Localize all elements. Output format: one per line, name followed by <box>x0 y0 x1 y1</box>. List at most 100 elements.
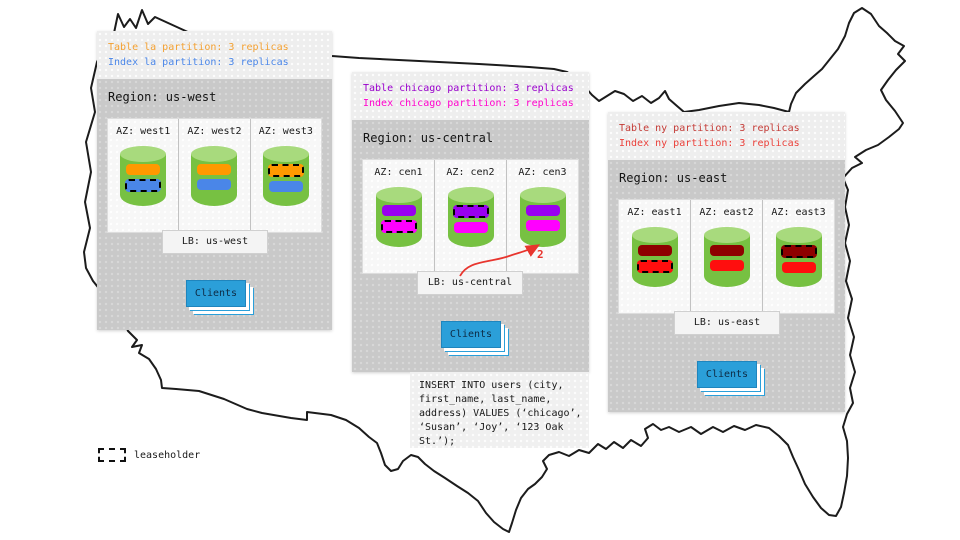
db-cylinder <box>703 227 750 287</box>
index-replica-bar <box>453 222 488 233</box>
index-replica-bar-leaseholder <box>636 260 673 273</box>
az-column-cen2: AZ: cen2 <box>434 160 506 273</box>
replica-bars <box>120 164 166 192</box>
az-label: AZ: west3 <box>258 126 313 137</box>
az-label: AZ: east3 <box>771 207 826 218</box>
index-partition-note: Index ny partition: 3 replicas <box>619 138 800 149</box>
table-partition-note: Table chicago partition: 3 replicas <box>363 83 574 94</box>
az-label: AZ: cen3 <box>518 167 567 178</box>
az-column-cen1: AZ: cen1 <box>363 160 434 273</box>
sql-line: INSERT INTO users (city, <box>419 380 564 391</box>
replica-bars <box>376 205 422 233</box>
az-row-central: AZ: cen1 AZ: cen2 <box>362 159 579 274</box>
az-column-west1: AZ: west1 <box>108 119 178 232</box>
table-replica-bar <box>525 205 560 216</box>
table-replica-bar <box>381 205 416 216</box>
az-label: AZ: cen1 <box>374 167 423 178</box>
db-cylinder <box>631 227 678 287</box>
az-row-east: AZ: east1 AZ: east2 <box>618 199 835 314</box>
az-column-west3: AZ: west3 <box>249 119 321 232</box>
cylinder-top <box>120 146 167 162</box>
cylinder-top <box>447 187 494 203</box>
index-replica-bar <box>709 260 744 271</box>
clients-button-central: Clients <box>441 321 501 348</box>
sql-statement: INSERT INTO users (city, first_name, las… <box>410 372 589 448</box>
index-replica-bar <box>197 179 232 190</box>
az-label: AZ: east1 <box>627 207 682 218</box>
leaseholder-label: leaseholder <box>134 449 201 461</box>
replica-bars <box>632 245 678 273</box>
region-label: Region: us-central <box>363 131 494 145</box>
cylinder-body <box>775 235 822 287</box>
db-cylinder <box>120 146 167 206</box>
db-cylinder <box>519 187 566 247</box>
az-label: AZ: cen2 <box>446 167 495 178</box>
region-label: Region: us-west <box>108 90 217 104</box>
replica-bars <box>704 245 750 271</box>
index-replica-bar <box>268 181 303 192</box>
partition-notes-west: Table la partition: 3 replicas Index la … <box>97 31 332 79</box>
clients-button-west: Clients <box>186 280 246 307</box>
az-label: AZ: west1 <box>116 126 171 137</box>
load-balancer-us-east: LB: us-east <box>674 311 780 335</box>
table-replica-bar <box>709 245 744 256</box>
load-balancer-us-central: LB: us-central <box>417 271 523 295</box>
replica-bars <box>520 205 566 231</box>
step-2-label: 2 <box>537 248 544 261</box>
region-panel-us-east: Table ny partition: 3 replicas Index ny … <box>608 112 845 412</box>
region-label: Region: us-east <box>619 171 728 185</box>
sql-line: first_name, last_name, <box>419 394 552 405</box>
index-partition-note: Index la partition: 3 replicas <box>108 57 289 68</box>
table-replica-bar-leaseholder <box>780 245 817 258</box>
region-panel-us-central: Table chicago partition: 3 replicas Inde… <box>352 72 589 372</box>
az-column-cen3: AZ: cen3 <box>506 160 578 273</box>
partition-notes-east: Table ny partition: 3 replicas Index ny … <box>608 112 845 160</box>
az-column-west2: AZ: west2 <box>178 119 249 232</box>
az-row-west: AZ: west1 AZ: west2 <box>107 118 322 233</box>
cylinder-top <box>262 146 309 162</box>
az-column-east3: AZ: east3 <box>762 200 834 313</box>
index-replica-bar <box>781 262 816 273</box>
cylinder-body <box>262 154 309 206</box>
index-replica-bar-leaseholder <box>380 220 417 233</box>
sql-line: ‘Susan’, ‘Joy’, ‘123 Oak <box>419 422 564 433</box>
clients-button-east: Clients <box>697 361 757 388</box>
cylinder-top <box>775 227 822 243</box>
replica-bars <box>191 164 237 190</box>
az-column-east2: AZ: east2 <box>690 200 762 313</box>
table-replica-bar-leaseholder <box>267 164 304 177</box>
table-replica-bar <box>126 164 161 175</box>
table-replica-bar <box>197 164 232 175</box>
sql-line: address) VALUES (‘chicago’, <box>419 408 582 419</box>
db-cylinder <box>375 187 422 247</box>
index-replica-bar <box>525 220 560 231</box>
cylinder-top <box>703 227 750 243</box>
cylinder-top <box>631 227 678 243</box>
db-cylinder <box>191 146 238 206</box>
region-panel-us-west: Table la partition: 3 replicas Index la … <box>97 31 332 330</box>
leaseholder-legend: leaseholder <box>98 448 200 462</box>
az-label: AZ: west2 <box>187 126 242 137</box>
db-cylinder <box>447 187 494 247</box>
leaseholder-swatch-icon <box>98 448 126 462</box>
replica-bars <box>776 245 822 273</box>
db-cylinder <box>775 227 822 287</box>
index-partition-note: Index chicago partition: 3 replicas <box>363 98 574 109</box>
cylinder-top <box>519 187 566 203</box>
index-replica-bar-leaseholder <box>125 179 162 192</box>
az-column-east1: AZ: east1 <box>619 200 690 313</box>
replica-bars <box>448 205 494 233</box>
db-cylinder <box>262 146 309 206</box>
table-partition-note: Table ny partition: 3 replicas <box>619 123 800 134</box>
sql-line: St.’); <box>419 436 456 447</box>
cylinder-top <box>375 187 422 203</box>
table-replica-bar <box>637 245 672 256</box>
partition-notes-central: Table chicago partition: 3 replicas Inde… <box>352 72 589 120</box>
table-partition-note: Table la partition: 3 replicas <box>108 42 289 53</box>
cylinder-top <box>191 146 238 162</box>
load-balancer-us-west: LB: us-west <box>162 230 268 254</box>
table-replica-bar-leaseholder <box>452 205 489 218</box>
cylinder-body <box>447 195 494 247</box>
